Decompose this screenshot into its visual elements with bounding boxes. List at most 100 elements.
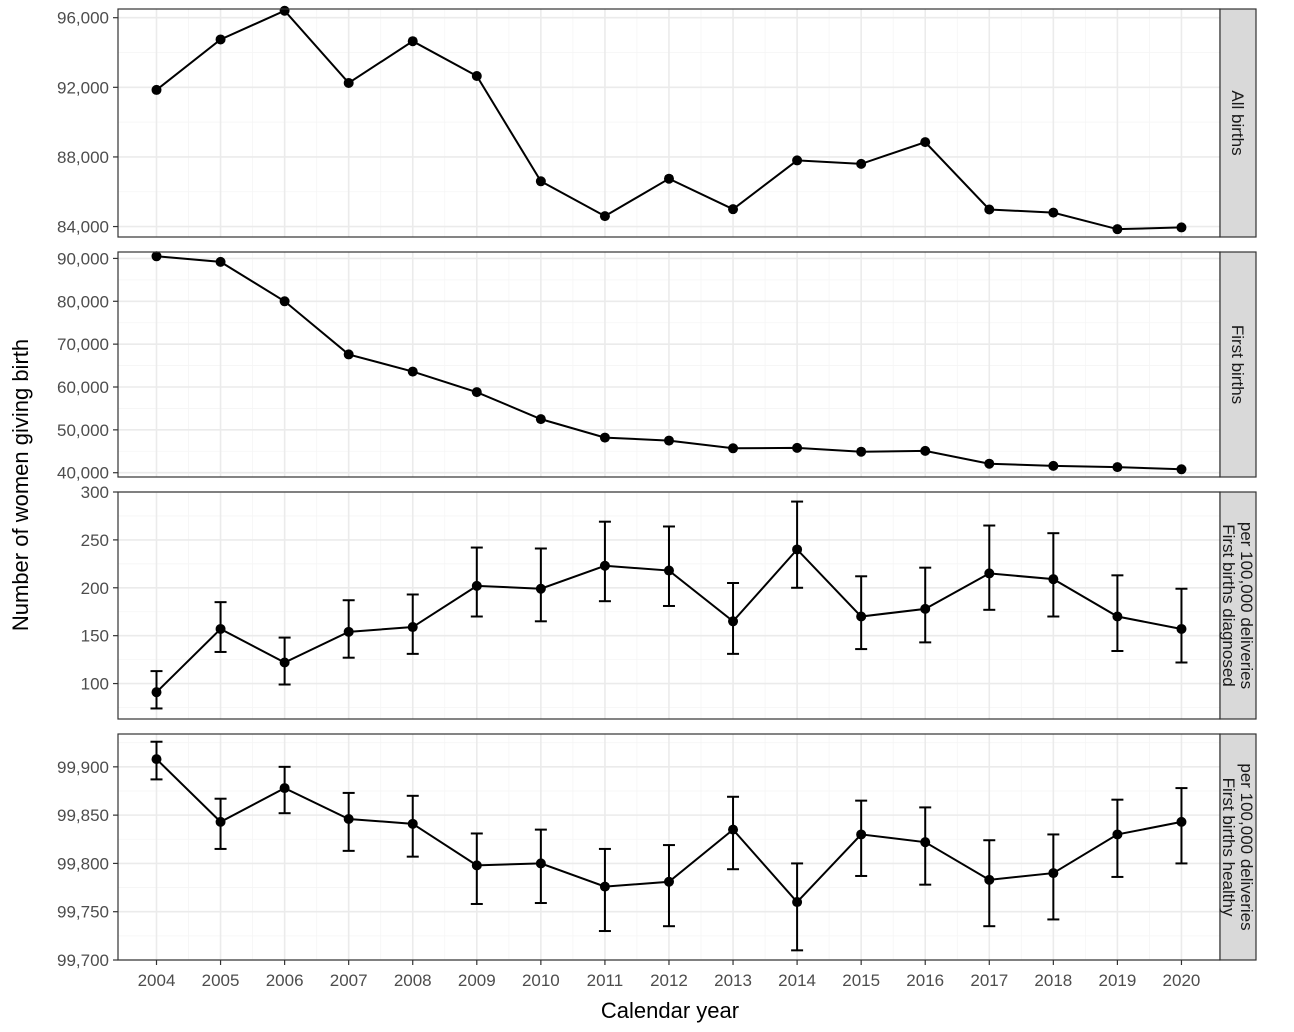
data-point [535,414,546,425]
data-point [728,204,739,215]
data-point [279,783,290,794]
y-tick-label: 40,000 [57,464,109,483]
data-point [792,155,803,166]
data-point [1112,611,1123,622]
data-point [663,876,674,887]
y-tick-label: 96,000 [57,9,109,28]
data-point [535,176,546,187]
data-point [920,603,931,614]
x-tick-label: 2007 [330,971,368,990]
y-tick-label: 99,750 [57,903,109,922]
data-point [920,445,931,456]
data-point [279,296,290,307]
data-point [663,173,674,184]
data-point [1176,623,1187,634]
data-point [471,860,482,871]
panel-2: 40,000 50,000 60,000 70,000 80,000 90,000 Firs… [57,249,1257,483]
data-point [599,211,610,222]
facet-strip-text: All births [1228,90,1247,155]
x-tick-label: 2006 [266,971,304,990]
data-point [279,657,290,668]
data-point [728,824,739,835]
data-point [599,881,610,892]
data-point [471,580,482,591]
x-tick-label: 2020 [1163,971,1201,990]
panels: 84,000 88,000 92,000 96,000 All births 40,000… [57,5,1257,970]
data-point [407,366,418,377]
x-tick-label: 2008 [394,971,432,990]
x-tick-label: 2004 [138,971,176,990]
data-point [1176,816,1187,827]
x-tick-label: 2016 [906,971,944,990]
y-tick-label: 150 [81,627,109,646]
y-tick-label: 99,700 [57,951,109,970]
y-tick-label: 80,000 [57,292,109,311]
data-point [856,829,867,840]
x-axis-title: Calendar year [601,998,739,1023]
data-point [792,442,803,453]
y-axis-title: Number of women giving birth [8,339,33,631]
facet-strip-label: First births diagnosed [1219,524,1238,687]
data-point [535,583,546,594]
data-point [984,204,995,215]
x-tick-label: 2005 [202,971,240,990]
data-point [343,349,354,360]
data-point [471,71,482,82]
panel-4: 99,700 99,750 99,800 99,850 99,900 First birt… [57,733,1257,970]
data-point [599,432,610,443]
facet-strip-label: per 100,000 deliveries [1237,763,1256,930]
data-point [728,443,739,454]
y-tick-label: 300 [81,483,109,502]
y-tick-label: 200 [81,579,109,598]
data-point [920,137,931,148]
data-point [792,544,803,555]
x-tick-label: 2015 [842,971,880,990]
panel-3: 100 150 200 250 300 First births diagnosed per… [81,483,1257,720]
data-point [151,687,162,698]
y-tick-label: 50,000 [57,421,109,440]
data-point [471,387,482,398]
data-point [920,837,931,848]
data-point [1048,574,1059,585]
data-point [407,818,418,829]
facet-strip [1219,733,1257,961]
data-point [215,256,226,267]
data-point [215,816,226,827]
y-tick-label: 100 [81,675,109,694]
data-point [1048,868,1059,879]
data-point [343,813,354,824]
facet-strip-text: First births diagnosed per 100,000 delive… [1219,522,1256,689]
facet-strip-label: per 100,000 deliveries [1237,522,1256,689]
data-point [151,251,162,262]
data-point [728,616,739,627]
facet-strip [1219,8,1257,238]
facet-strip-text: First births healthy per 100,000 deliveri… [1219,763,1256,930]
x-tick-label: 2012 [650,971,688,990]
y-tick-label: 60,000 [57,378,109,397]
y-tick-label: 99,800 [57,854,109,873]
x-tick-label: 2011 [587,971,624,990]
x-tick-label: 2013 [714,971,752,990]
data-point [407,622,418,633]
y-tick-label: 250 [81,531,109,550]
data-point [792,897,803,908]
data-point [1176,464,1187,475]
y-tick-label: 92,000 [57,78,109,97]
data-point [1112,224,1123,235]
data-point [599,560,610,571]
facet-strip [1219,251,1257,478]
x-tick-label: 2019 [1098,971,1136,990]
x-axis: 2004 2005 2006 2007 2008 2009 2010 2011 2012 2013… [138,960,1201,990]
panel-1: 84,000 88,000 92,000 96,000 All births [57,5,1257,238]
data-point [1048,460,1059,471]
data-point [343,77,354,88]
data-point [1048,207,1059,218]
facet-strip-label: All births [1228,90,1247,155]
x-tick-label: 2009 [458,971,496,990]
x-tick-label: 2018 [1034,971,1072,990]
y-tick-label: 90,000 [57,249,109,268]
facet-strip-text: First births [1228,325,1247,404]
data-point [984,568,995,579]
y-tick-label: 99,850 [57,806,109,825]
